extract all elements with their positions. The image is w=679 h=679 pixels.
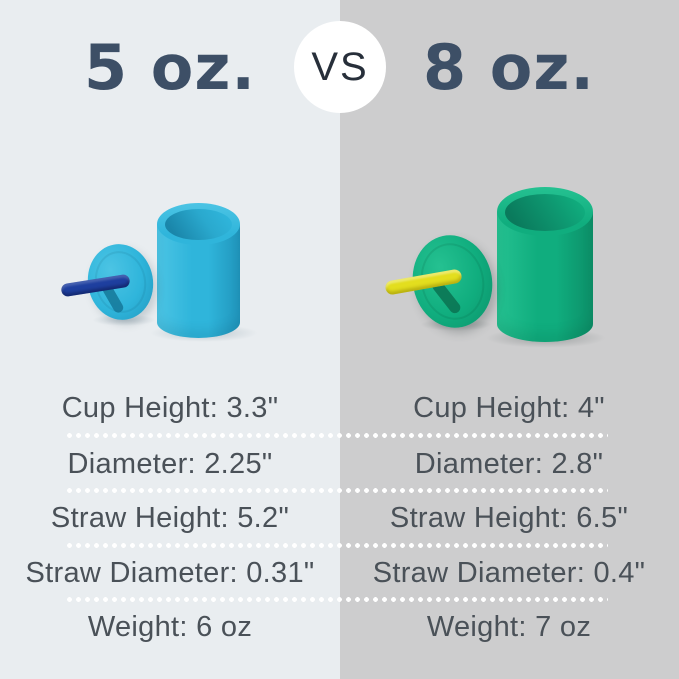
left-panel bbox=[0, 0, 340, 679]
spec-right-straw-diameter: Straw Diameter: 0.4" bbox=[372, 557, 646, 589]
left-lid-ground-shadow bbox=[92, 314, 156, 326]
spec-right-cup-height: Cup Height: 4" bbox=[413, 392, 605, 424]
vs-label: VS bbox=[311, 44, 369, 89]
left-cup-opening bbox=[165, 209, 232, 240]
dotted-divider bbox=[65, 433, 608, 438]
left-size-title: 5 oz. bbox=[84, 31, 256, 104]
spec-left-straw-diameter: Straw Diameter: 0.31" bbox=[25, 557, 315, 589]
dotted-divider bbox=[65, 488, 608, 493]
right-size-title: 8 oz. bbox=[423, 31, 595, 104]
spec-left-diameter: Diameter: 2.25" bbox=[67, 448, 273, 480]
spec-right-straw-height: Straw Height: 6.5" bbox=[389, 502, 629, 534]
right-panel bbox=[340, 0, 679, 679]
spec-right-diameter: Diameter: 2.8" bbox=[414, 448, 604, 480]
dotted-divider bbox=[65, 597, 608, 602]
spec-right-weight: Weight: 7 oz bbox=[426, 611, 592, 643]
dotted-divider bbox=[65, 543, 608, 548]
vs-badge: VS bbox=[294, 21, 386, 113]
spec-left-cup-height: Cup Height: 3.3" bbox=[61, 392, 279, 424]
spec-left-weight: Weight: 6 oz bbox=[87, 611, 253, 643]
right-cup-opening bbox=[505, 194, 585, 231]
spec-left-straw-height: Straw Height: 5.2" bbox=[50, 502, 290, 534]
